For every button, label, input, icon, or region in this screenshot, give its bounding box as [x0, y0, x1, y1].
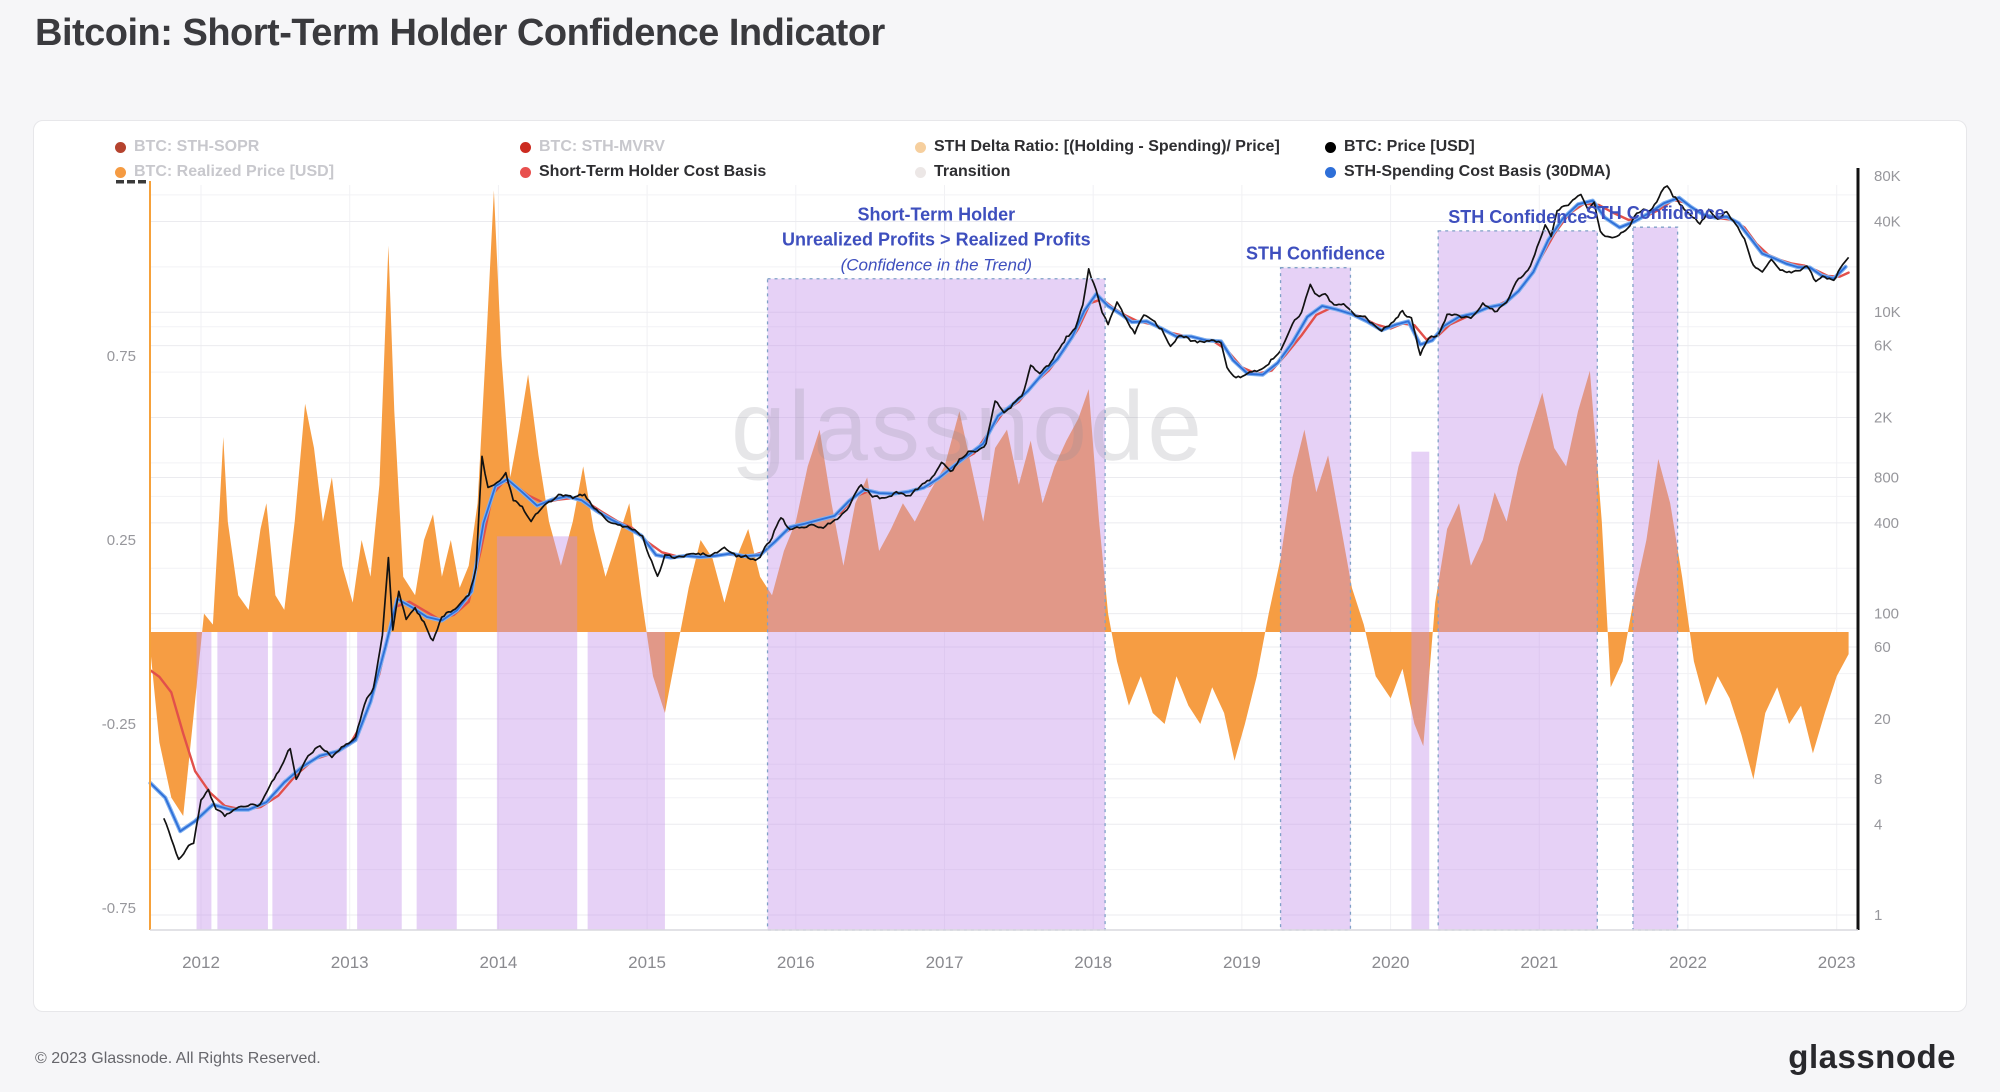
legend-item-sth-delta-ratio-holding-spending-price[interactable]: STH Delta Ratio: [(Holding - Spending)/ … — [915, 138, 1280, 156]
legend-dot — [1325, 166, 1336, 178]
legend-dot — [915, 166, 926, 178]
x-axis-tick: 2020 — [1372, 953, 1410, 972]
legend-label: BTC: Realized Price [USD] — [134, 163, 335, 180]
legend-label: STH-Spending Cost Basis (30DMA) — [1344, 163, 1611, 180]
confidence-band — [196, 632, 212, 930]
legend-item-sth-spending-cost-basis-30dma[interactable]: STH-Spending Cost Basis (30DMA) — [1325, 163, 1611, 181]
x-axis-tick: 2013 — [331, 953, 369, 972]
page-title: Bitcoin: Short-Term Holder Confidence In… — [35, 12, 885, 54]
x-axis-tick: 2014 — [479, 953, 517, 972]
right-axis-tick: 40K — [1874, 213, 1901, 230]
axis-collapse-handle-icon[interactable] — [116, 180, 124, 184]
left-axis-tick: 0.75 — [107, 348, 136, 365]
axis-collapse-handle-icon[interactable] — [127, 180, 135, 184]
axes — [116, 168, 1860, 931]
sth-spending-basis — [148, 195, 1848, 834]
right-axis-tick: 800 — [1874, 470, 1899, 487]
x-axis-tick: 2021 — [1520, 953, 1558, 972]
right-axis-tick: 1 — [1874, 907, 1882, 924]
legend-dot — [115, 141, 126, 153]
x-axis-tick: 2018 — [1074, 953, 1112, 972]
left-axis-tick: -0.75 — [102, 900, 136, 917]
btc-price-line — [163, 185, 1850, 861]
annotation-box-2 — [1437, 230, 1598, 931]
confidence-band — [357, 632, 402, 930]
footer-copyright: © 2023 Glassnode. All Rights Reserved. — [35, 1050, 321, 1067]
legend-label: BTC: STH-SOPR — [134, 138, 260, 155]
x-axis-tick: 2022 — [1669, 953, 1707, 972]
annotation-label-0: Short-Term Holder Unrealized Profits > Re… — [782, 205, 1091, 275]
legend-label: Short-Term Holder Cost Basis — [539, 163, 767, 180]
glassnode-logo: glassnode — [1788, 1038, 1956, 1075]
x-axis-tick: 2017 — [926, 953, 964, 972]
legend-label: BTC: STH-MVRV — [539, 138, 665, 155]
left-axis-tick: 0.25 — [107, 532, 136, 549]
x-axis-tick: 2015 — [628, 953, 666, 972]
annotation-box-3 — [1632, 226, 1679, 931]
right-axis-tick: 2K — [1874, 410, 1892, 427]
sth-spending-basis-line — [149, 196, 1847, 833]
chart-plot-area[interactable] — [150, 185, 1858, 930]
legend-item-btc-sth-sopr[interactable]: BTC: STH-SOPR — [115, 138, 259, 156]
legend-item-btc-realized-price-usd[interactable]: BTC: Realized Price [USD] — [115, 163, 334, 181]
x-axis-tick: 2019 — [1223, 953, 1261, 972]
legend-dot — [1325, 141, 1336, 153]
x-axis-tick: 2012 — [182, 953, 220, 972]
legend-item-btc-price-usd[interactable]: BTC: Price [USD] — [1325, 138, 1475, 156]
annotation-box-1 — [1279, 267, 1352, 931]
confidence-band — [1438, 230, 1598, 930]
confidence-band — [217, 632, 268, 930]
confidence-band — [1632, 227, 1678, 930]
x-axis-tick: 2023 — [1818, 953, 1856, 972]
right-axis-tick: 8 — [1874, 771, 1882, 788]
confidence-band — [587, 632, 665, 930]
annotation-label-1: STH Confidence — [1246, 244, 1385, 264]
delta-ratio-area — [150, 190, 1849, 816]
confidence-band — [496, 536, 578, 930]
legend-dot — [115, 166, 126, 178]
right-axis-tick: 400 — [1874, 515, 1899, 532]
confidence-bands — [196, 227, 1678, 931]
right-axis-tick: 4 — [1874, 816, 1882, 833]
annotations: Short-Term Holder Unrealized Profits > Re… — [766, 203, 1725, 931]
axis-collapse-handle-icon[interactable] — [138, 180, 146, 184]
right-axis-tick: 6K — [1874, 338, 1892, 355]
x-axis-tick: 2016 — [777, 953, 815, 972]
legend-label: Transition — [934, 163, 1011, 180]
confidence-band — [416, 632, 457, 930]
annotation-label-3: STH Confidence — [1586, 203, 1725, 223]
confidence-band — [1280, 267, 1351, 930]
right-axis-tick: 60 — [1874, 639, 1891, 656]
right-axis-tick: 10K — [1874, 304, 1901, 321]
btc-price — [163, 185, 1850, 861]
legend-item-btc-sth-mvrv[interactable]: BTC: STH-MVRV — [520, 138, 665, 156]
left-axis-tick: -0.25 — [102, 716, 136, 733]
axis-labels: 0.75 0.25 -0.25 -0.75 80K 40K 10K 6K 2K 800 400 100… — [102, 168, 1901, 972]
confidence-band — [1411, 451, 1430, 930]
legend-dot — [520, 141, 531, 153]
legend-item-short-term-holder-cost-basis[interactable]: Short-Term Holder Cost Basis — [520, 163, 766, 181]
annotation-label-2: STH Confidence — [1448, 207, 1587, 227]
right-axis-tick: 100 — [1874, 606, 1899, 623]
legend-label: STH Delta Ratio: [(Holding - Spending)/ … — [934, 138, 1280, 155]
glassnode-watermark: glassnode — [731, 371, 1205, 481]
confidence-band — [767, 278, 1106, 931]
legend-label: BTC: Price [USD] — [1344, 138, 1475, 155]
legend-dot — [520, 166, 531, 178]
legend-item-transition[interactable]: Transition — [915, 163, 1010, 181]
right-axis-tick: 20 — [1874, 711, 1891, 728]
legend-dot — [915, 141, 926, 153]
right-axis-tick: 80K — [1874, 168, 1901, 185]
